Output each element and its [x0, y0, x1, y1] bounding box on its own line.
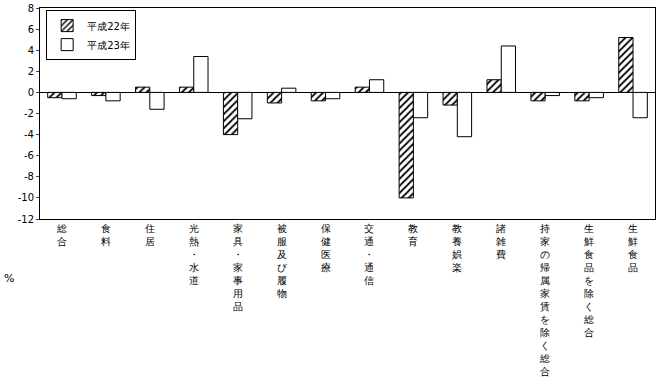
svg-text:家具・家事用品: 家具・家事用品 — [233, 223, 243, 312]
svg-text:保健医療: 保健医療 — [321, 223, 331, 273]
svg-text:-8: -8 — [24, 171, 34, 182]
svg-text:6: 6 — [28, 24, 34, 35]
svg-text:住居: 住居 — [145, 223, 155, 247]
svg-text:総合: 総合 — [56, 223, 67, 247]
svg-text:生鮮食品: 生鮮食品 — [628, 223, 638, 273]
svg-text:生鮮食品を除く総合: 生鮮食品を除く総合 — [583, 223, 594, 338]
svg-text:諸雑費: 諸雑費 — [496, 223, 506, 260]
svg-text:被服及び履物: 被服及び履物 — [277, 223, 288, 299]
svg-text:交通・通信: 交通・通信 — [364, 223, 374, 286]
svg-text:-10: -10 — [18, 192, 34, 203]
svg-text:食料: 食料 — [101, 223, 111, 247]
svg-text:2: 2 — [28, 66, 34, 77]
svg-text:-6: -6 — [24, 150, 34, 161]
svg-text:教育: 教育 — [408, 223, 418, 247]
svg-text:8: 8 — [28, 3, 34, 14]
svg-text:%: % — [4, 272, 14, 285]
svg-text:4: 4 — [28, 45, 34, 56]
svg-text:-2: -2 — [24, 108, 34, 119]
svg-text:教養娯楽: 教養娯楽 — [452, 223, 462, 273]
svg-text:-4: -4 — [24, 129, 34, 140]
svg-text:平成23年: 平成23年 — [87, 40, 130, 51]
svg-text:持家の帰属家賃を除く総合: 持家の帰属家賃を除く総合 — [539, 223, 550, 377]
svg-text:0: 0 — [28, 87, 34, 98]
svg-text:光熱・水道: 光熱・水道 — [189, 223, 199, 286]
svg-text:平成22年: 平成22年 — [87, 21, 130, 32]
svg-text:-12: -12 — [18, 214, 34, 225]
